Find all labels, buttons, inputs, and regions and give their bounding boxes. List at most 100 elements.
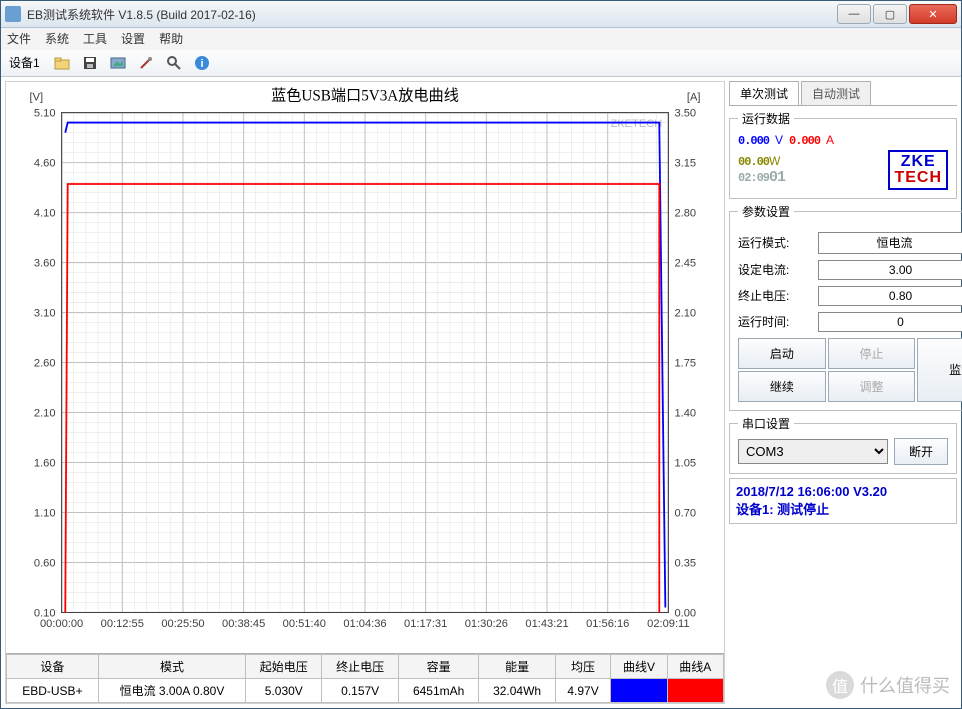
mode-label: 运行模式:: [738, 234, 818, 251]
td-mode: 恒电流 3.00A 0.80V: [98, 679, 245, 703]
td-endv: 0.157V: [322, 679, 398, 703]
td-energy: 32.04Wh: [479, 679, 555, 703]
svg-text:00:12:55: 00:12:55: [101, 617, 144, 629]
svg-text:5.10: 5.10: [34, 107, 56, 119]
status-line2: 设备1: 测试停止: [736, 501, 950, 519]
continue-button[interactable]: 继续: [738, 371, 826, 402]
logo-line2: TECH: [894, 170, 942, 186]
monitor-button[interactable]: 监测: [917, 338, 962, 402]
td-curvev-color: [611, 679, 667, 703]
discharge-chart: 蓝色USB端口5V3A放电曲线[V][A]0.100.000.600.351.1…: [6, 82, 724, 653]
svg-text:00:51:40: 00:51:40: [283, 617, 326, 629]
start-button[interactable]: 启动: [738, 338, 826, 369]
set-current-input[interactable]: [818, 260, 962, 280]
right-panel: 单次测试 自动测试 运行数据 0.000V 0.000A 00.00W 02:0…: [729, 81, 957, 704]
search-icon[interactable]: [162, 52, 186, 74]
info-icon[interactable]: i: [190, 52, 214, 74]
svg-text:2.45: 2.45: [674, 257, 696, 269]
svg-text:4.10: 4.10: [34, 207, 56, 219]
svg-text:蓝色USB端口5V3A放电曲线: 蓝色USB端口5V3A放电曲线: [271, 87, 459, 104]
power-unit: W: [769, 154, 780, 168]
logo-line1: ZKE: [894, 154, 942, 170]
svg-text:2.10: 2.10: [674, 307, 696, 319]
td-avgv: 4.97V: [555, 679, 611, 703]
svg-text:01:17:31: 01:17:31: [404, 617, 447, 629]
save-icon[interactable]: [78, 52, 102, 74]
com-port-select[interactable]: COM3: [738, 439, 888, 464]
table-header-row: 设备 模式 起始电压 终止电压 容量 能量 均压 曲线V 曲线A: [7, 655, 724, 679]
app-icon: [5, 6, 21, 22]
th-device: 设备: [7, 655, 99, 679]
menu-tool[interactable]: 工具: [83, 30, 107, 47]
svg-text:01:56:16: 01:56:16: [586, 617, 629, 629]
svg-text:3.50: 3.50: [674, 107, 696, 119]
th-endv: 终止电压: [322, 655, 398, 679]
open-icon[interactable]: [50, 52, 74, 74]
titlebar: EB测试系统软件 V1.8.5 (Build 2017-02-16) — ▢ ✕: [1, 1, 961, 28]
svg-text:01:30:26: 01:30:26: [465, 617, 508, 629]
run-time-input[interactable]: [818, 312, 962, 332]
zketech-logo: ZKE TECH: [888, 150, 948, 190]
stop-button[interactable]: 停止: [828, 338, 916, 369]
svg-text:00:38:45: 00:38:45: [222, 617, 265, 629]
voltage-unit: V: [775, 133, 783, 147]
end-voltage-input[interactable]: [818, 286, 962, 306]
td-curvea-color: [667, 679, 723, 703]
td-device: EBD-USB+: [7, 679, 99, 703]
svg-text:1.10: 1.10: [34, 507, 56, 519]
svg-text:01:43:21: 01:43:21: [525, 617, 568, 629]
tab-single[interactable]: 单次测试: [729, 81, 799, 105]
menu-system[interactable]: 系统: [45, 30, 69, 47]
svg-text:3.15: 3.15: [674, 157, 696, 169]
result-table: 设备 模式 起始电压 终止电压 容量 能量 均压 曲线V 曲线A EBD-USB…: [6, 653, 724, 703]
th-mode: 模式: [98, 655, 245, 679]
mode-select[interactable]: 恒电流: [818, 232, 962, 254]
menu-setting[interactable]: 设置: [121, 30, 145, 47]
svg-text:1.75: 1.75: [674, 357, 696, 369]
svg-text:0.70: 0.70: [674, 507, 696, 519]
minimize-button[interactable]: —: [837, 4, 871, 24]
td-startv: 5.030V: [246, 679, 322, 703]
svg-text:[V]: [V]: [30, 91, 44, 103]
svg-text:2.80: 2.80: [674, 207, 696, 219]
run-time-label: 运行时间:: [738, 313, 818, 330]
table-row[interactable]: EBD-USB+ 恒电流 3.00A 0.80V 5.030V 0.157V 6…: [7, 679, 724, 703]
menu-help[interactable]: 帮助: [159, 30, 183, 47]
current-readout: 0.000: [789, 134, 820, 148]
tools-icon[interactable]: [134, 52, 158, 74]
svg-text:1.60: 1.60: [34, 457, 56, 469]
menubar: 文件 系统 工具 设置 帮助: [1, 28, 961, 49]
svg-text:00:25:50: 00:25:50: [161, 617, 204, 629]
disconnect-button[interactable]: 断开: [894, 438, 948, 465]
svg-text:00:00:00: 00:00:00: [40, 617, 83, 629]
svg-text:2.60: 2.60: [34, 357, 56, 369]
svg-text:0.35: 0.35: [674, 557, 696, 569]
end-voltage-label: 终止电压:: [738, 287, 818, 304]
serial-legend: 串口设置: [738, 415, 794, 432]
th-avgv: 均压: [555, 655, 611, 679]
svg-text:i: i: [200, 58, 203, 70]
td-capacity: 6451mAh: [398, 679, 479, 703]
test-tabs: 单次测试 自动测试: [729, 81, 957, 106]
tab-auto[interactable]: 自动测试: [801, 81, 871, 105]
th-curvea: 曲线A: [667, 655, 723, 679]
set-current-label: 设定电流:: [738, 261, 818, 278]
toolbar: 设备1 i: [1, 50, 961, 77]
svg-text:4.60: 4.60: [34, 157, 56, 169]
params-legend: 参数设置: [738, 203, 794, 220]
current-unit: A: [826, 133, 834, 147]
image-icon[interactable]: [106, 52, 130, 74]
status-line1: 2018/7/12 16:06:00 V3.20: [736, 483, 950, 501]
th-startv: 起始电压: [246, 655, 322, 679]
time-sec: 01: [769, 169, 785, 186]
power-readout: 00.00: [738, 155, 769, 169]
th-energy: 能量: [479, 655, 555, 679]
params-group: 参数设置 运行模式: 恒电流 设定电流: A 终止电压: V 运行时: [729, 203, 962, 411]
menu-file[interactable]: 文件: [7, 30, 31, 47]
close-button[interactable]: ✕: [909, 4, 957, 24]
run-data-group: 运行数据 0.000V 0.000A 00.00W 02:0901 ZKE TE…: [729, 110, 957, 199]
device-tab-label[interactable]: 设备1: [9, 54, 40, 71]
adjust-button[interactable]: 调整: [828, 371, 916, 402]
maximize-button[interactable]: ▢: [873, 4, 907, 24]
svg-text:01:04:36: 01:04:36: [343, 617, 386, 629]
